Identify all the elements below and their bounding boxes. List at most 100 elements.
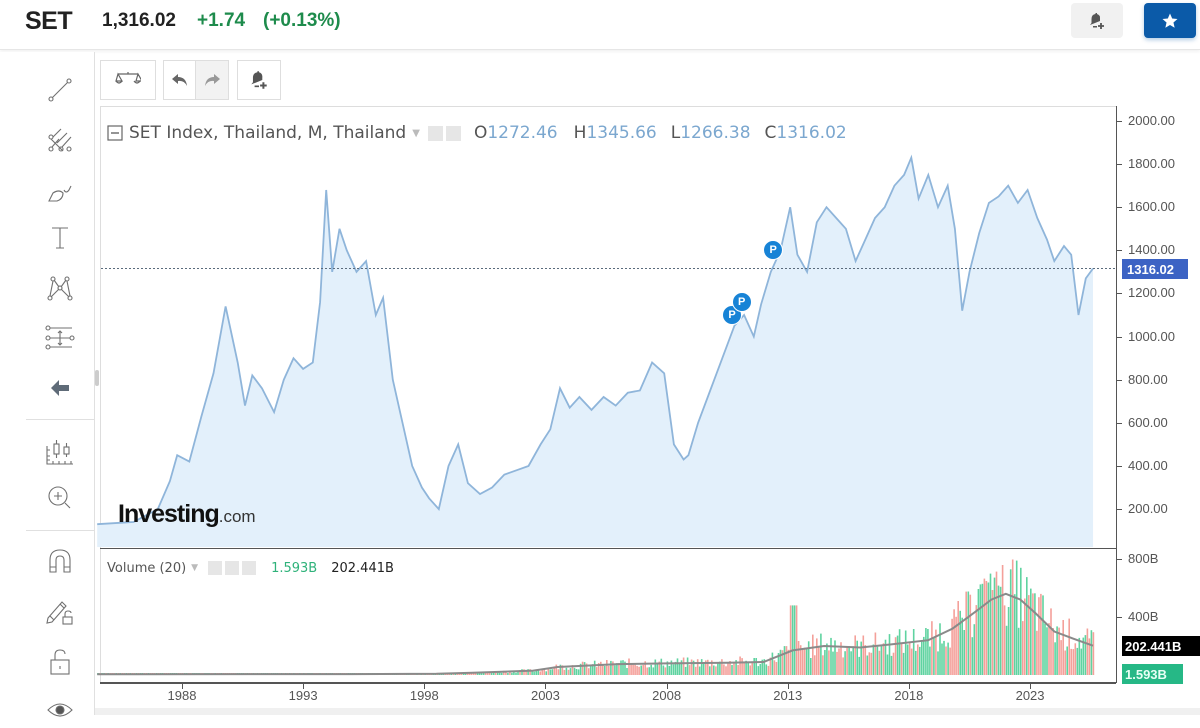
candles-icon	[46, 440, 73, 465]
price-axis[interactable]	[1116, 106, 1200, 683]
chart-type-button[interactable]	[40, 434, 80, 470]
caret-down-icon[interactable]: ▼	[191, 563, 199, 573]
bottom-scroll-strip[interactable]	[95, 708, 1200, 715]
volume-ma-value: 202.441B	[331, 560, 394, 576]
toolbar-resize-handle[interactable]	[95, 370, 99, 386]
hide-toolbar-button[interactable]	[40, 370, 80, 406]
time-axis-tick	[1030, 684, 1032, 689]
zoom-in-icon	[48, 486, 71, 509]
redo-button[interactable]	[195, 60, 229, 100]
pattern-icon	[47, 276, 73, 301]
price-axis-tick	[1116, 207, 1122, 209]
last-price: 1,316.02	[102, 10, 176, 31]
brush-tool[interactable]	[40, 172, 80, 208]
text-tool[interactable]	[40, 220, 80, 256]
pane-divider[interactable]	[100, 548, 1116, 549]
drawing-toolbar	[0, 52, 95, 717]
symbol: SET	[25, 7, 73, 35]
bell-plus-icon	[1090, 12, 1104, 29]
price-change-percent: (+0.13%)	[263, 10, 341, 31]
price-axis-tick	[1116, 121, 1122, 122]
bell-plus-icon	[251, 71, 267, 89]
low-value: 1266.38	[680, 123, 751, 143]
low-label: L	[670, 123, 681, 143]
measure-icon	[45, 325, 75, 350]
time-axis-tick	[303, 684, 305, 689]
volume-ma-tag: 202.441B	[1122, 636, 1200, 656]
compare-button[interactable]	[100, 60, 156, 100]
price-axis-tick	[1116, 465, 1122, 467]
time-axis-label: 2018	[894, 688, 924, 703]
price-area-fill	[97, 157, 1094, 547]
volume-tag: 1.593B	[1122, 664, 1183, 684]
lock-all-button[interactable]	[40, 644, 80, 680]
last-price-tag: 1316.02	[1122, 259, 1188, 279]
volume-axis-tick	[1116, 617, 1122, 618]
time-axis-tick	[182, 684, 183, 689]
volume-axis-label: 400B	[1128, 609, 1159, 624]
price-axis-label: 1800.00	[1128, 156, 1175, 172]
close-icon[interactable]	[242, 561, 257, 575]
price-axis-label: 400.00	[1128, 457, 1168, 473]
price-axis-label: 600.00	[1128, 414, 1168, 430]
time-axis-label: 2008	[652, 688, 682, 703]
time-axis-tick	[666, 684, 668, 689]
high-label: H	[573, 123, 587, 143]
time-axis-label: 1993	[288, 688, 318, 703]
volume-title[interactable]: Volume (20)	[107, 560, 187, 576]
scales-icon	[115, 72, 141, 84]
chart-area[interactable]	[100, 106, 1116, 683]
time-axis-tick	[787, 684, 789, 689]
time-axis-label: 1998	[409, 688, 439, 703]
visibility-icon[interactable]	[208, 561, 223, 575]
pitchfork-icon	[48, 128, 72, 152]
time-axis-line	[100, 682, 1116, 684]
time-axis-tick	[908, 684, 910, 689]
arrow-left-icon	[51, 380, 69, 396]
price-line[interactable]	[97, 154, 1094, 526]
prediction-tool[interactable]	[40, 320, 80, 356]
collapse-icon[interactable]	[107, 125, 123, 141]
star-icon	[1162, 13, 1178, 28]
pencil-lock-icon	[46, 601, 73, 625]
settings-icon[interactable]	[445, 125, 461, 141]
lock-drawings-button[interactable]	[40, 594, 80, 630]
investing-watermark: Investing.com	[118, 500, 256, 529]
volume-value: 1.593B	[271, 560, 318, 576]
event-marker[interactable]: P	[731, 292, 752, 313]
quote-header: SET 1,316.02 +1.74 (+0.13%)	[0, 0, 1200, 50]
price-change: +1.74	[197, 10, 246, 31]
magnet-icon	[49, 549, 71, 573]
caret-down-icon[interactable]: ▼	[412, 127, 420, 139]
settings-icon[interactable]	[225, 561, 240, 575]
time-axis-label: 1988	[167, 688, 197, 703]
open-label: O	[473, 123, 488, 143]
add-to-watchlist-button[interactable]	[1144, 3, 1196, 38]
unlock-icon	[50, 649, 70, 675]
price-axis-label: 1200.00	[1128, 285, 1175, 301]
magnet-mode-button[interactable]	[40, 544, 80, 580]
price-axis-label: 1000.00	[1128, 328, 1175, 344]
trend-line-tool[interactable]	[40, 72, 80, 108]
volume-axis-tick	[1116, 559, 1122, 560]
zoom-in-button[interactable]	[40, 480, 80, 516]
toolbar-divider	[26, 530, 94, 531]
add-alert-button[interactable]	[237, 60, 281, 100]
price-axis-label: 1400.00	[1128, 242, 1175, 258]
pattern-tool[interactable]	[40, 270, 80, 306]
volume-legend: Volume (20) ▼ 1.593B 202.441B	[107, 558, 394, 578]
text-icon	[52, 227, 68, 249]
price-axis-tick	[1116, 164, 1122, 166]
close-value: 1316.02	[776, 123, 847, 143]
redo-icon	[205, 74, 220, 86]
visibility-icon[interactable]	[427, 125, 443, 141]
watermark-suffix: .com	[218, 507, 256, 526]
close-label: C	[764, 123, 777, 143]
price-axis-tick	[1116, 379, 1122, 381]
create-alert-button[interactable]	[1071, 3, 1123, 38]
series-title[interactable]: SET Index, Thailand, M, Thailand	[129, 123, 407, 143]
event-marker[interactable]: P	[763, 240, 784, 261]
brush-icon	[48, 185, 72, 202]
pitchfork-tool[interactable]	[40, 122, 80, 158]
